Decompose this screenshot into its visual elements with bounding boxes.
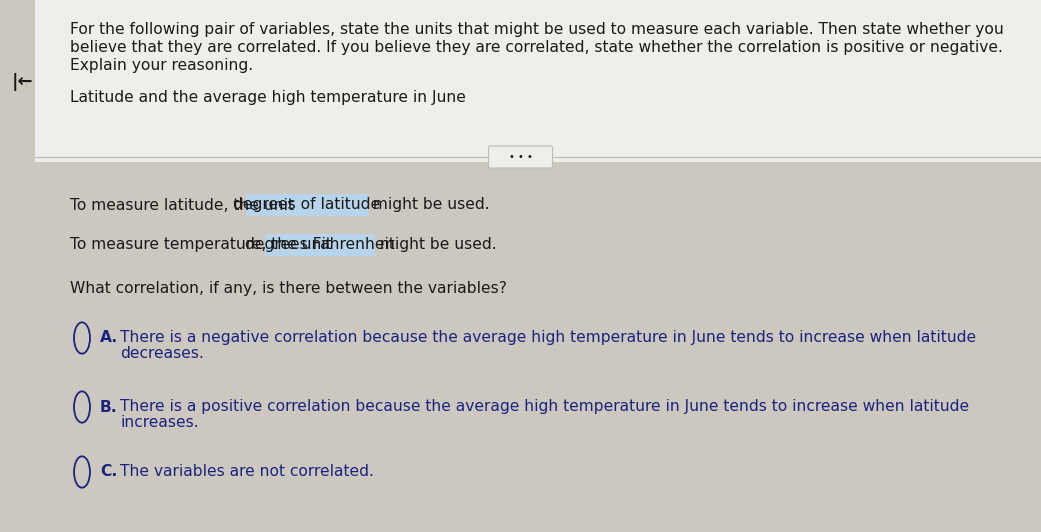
FancyBboxPatch shape (265, 234, 375, 256)
Text: The variables are not correlated.: The variables are not correlated. (120, 464, 374, 479)
Text: C.: C. (100, 464, 118, 479)
Text: A.: A. (100, 330, 119, 345)
Text: |←: |← (12, 73, 33, 91)
Text: There is a positive correlation because the average high temperature in June ten: There is a positive correlation because … (120, 399, 969, 414)
Text: might be used.: might be used. (369, 197, 489, 212)
Text: To measure temperature, the unit: To measure temperature, the unit (70, 237, 336, 253)
Text: decreases.: decreases. (120, 346, 204, 361)
Text: B.: B. (100, 400, 118, 414)
FancyBboxPatch shape (246, 194, 369, 216)
Text: There is a negative correlation because the average high temperature in June ten: There is a negative correlation because … (120, 330, 976, 345)
Text: For the following pair of variables, state the units that might be used to measu: For the following pair of variables, sta… (70, 22, 1004, 37)
Text: increases.: increases. (120, 415, 199, 430)
FancyBboxPatch shape (488, 146, 553, 168)
Text: Latitude and the average high temperature in June: Latitude and the average high temperatur… (70, 90, 466, 105)
Text: • • •: • • • (509, 152, 532, 162)
Text: degrees of latitude: degrees of latitude (233, 197, 381, 212)
Text: believe that they are correlated. If you believe they are correlated, state whet: believe that they are correlated. If you… (70, 40, 1002, 55)
Text: degrees Fahrenheit: degrees Fahrenheit (245, 237, 395, 253)
FancyBboxPatch shape (0, 0, 35, 532)
FancyBboxPatch shape (35, 0, 1041, 162)
Text: To measure latitude, the unit: To measure latitude, the unit (70, 197, 299, 212)
Text: Explain your reasoning.: Explain your reasoning. (70, 58, 253, 73)
Text: What correlation, if any, is there between the variables?: What correlation, if any, is there betwe… (70, 280, 507, 295)
Text: might be used.: might be used. (375, 237, 497, 253)
